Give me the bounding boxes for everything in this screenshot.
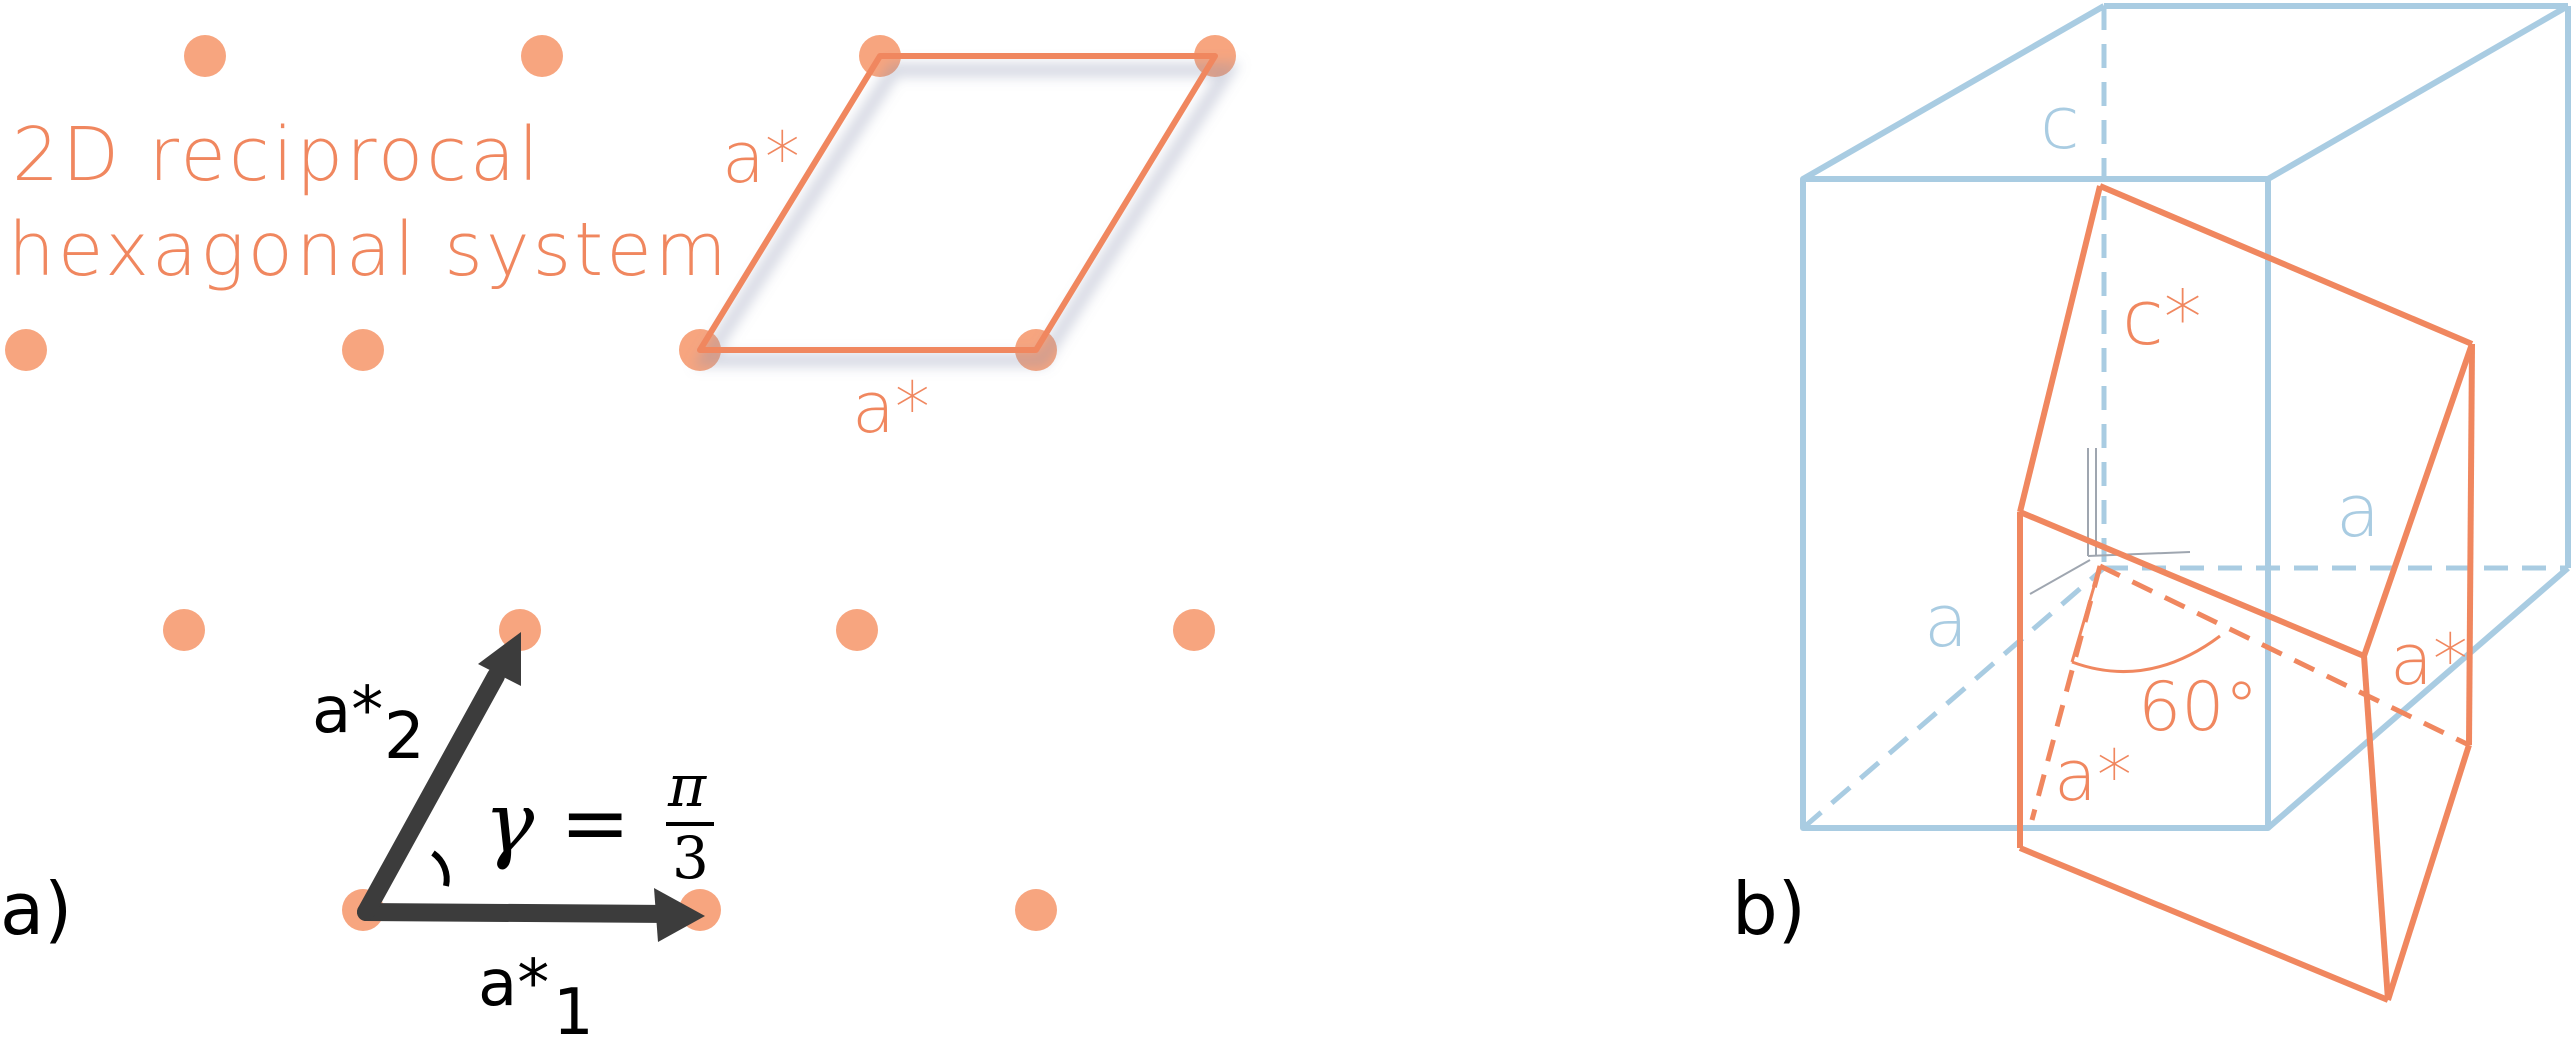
reciprocal-cell-edge [2361,655,2391,1001]
direct-cell-edge [1801,3,2106,182]
direct-c-label: c [2040,81,2080,165]
panel-a-label: a) [0,867,72,951]
equals-sign: = [560,774,630,872]
direct-cell-hidden-edges [1801,6,2568,830]
lattice-title-line2: hexagonal system [8,207,730,293]
angle-arc [431,850,450,887]
reciprocal-cell-edge [2018,509,2366,659]
cell-edge-label-bottom: a* [852,367,930,449]
gamma-symbol: γ [484,774,535,872]
hidden-edge [1801,566,2106,830]
lattice-point [184,35,226,77]
origin-tick [2087,551,2191,557]
unit-cell-outline [697,53,1218,353]
reciprocal-a-star-right: a* [2390,619,2468,701]
panel-a: 2D reciprocal hexagonal system a* a* a* … [0,35,1241,1050]
reciprocal-a-star-bottom: a* [2054,735,2132,817]
lattice-point [342,329,384,371]
cell-edge-label-left: a* [722,117,800,199]
angle-guide [2070,565,2102,663]
lattice-point [521,35,563,77]
direct-a-label-right: a [2336,469,2380,553]
reciprocal-cell-edge [2098,183,2474,347]
basis-vectors [357,632,705,942]
panel-b: c a a c* a* a* 60° b) [1732,3,2571,1003]
vector-a1-label: a* 1 [478,947,594,1050]
panel-b-label: b) [1732,867,1806,951]
reciprocal-cell-edge [2018,845,2390,1003]
lattice-point [499,609,541,651]
direct-cell [1800,3,2571,831]
lattice-point [5,329,47,371]
vector-a1-arrowhead [654,888,705,942]
vector-a2-label-text: a* [312,674,383,748]
reciprocal-cell-edge [2361,343,2475,657]
reciprocal-hidden-edge [2098,563,2471,748]
vector-a1-label-text: a* [478,947,549,1021]
vector-a2-label: a* 2 [312,674,425,774]
lattice-point [1015,889,1057,931]
lattice-point [163,609,205,651]
three-denominator: 3 [672,824,709,892]
vector-a2-subscript: 2 [384,700,425,774]
reciprocal-unit-cell [693,53,1241,367]
reciprocal-cell-edge [2017,185,2103,513]
origin-tick [2029,559,2091,595]
vector-a1-subscript: 1 [553,976,594,1050]
lattice-title-line1: 2D reciprocal [12,112,542,198]
vector-a2-arrowhead [478,632,521,686]
reciprocal-cell [2017,183,2475,1003]
lattice-point [836,609,878,651]
gamma-equation: γ = π 3 [484,752,714,892]
direct-cell-edge [2266,3,2570,182]
unit-cell-shadow [693,63,1241,367]
pi-numerator: π [667,752,707,820]
reciprocal-cell-edge [2385,744,2472,1001]
direct-a-label-left: a [1924,579,1968,663]
reciprocal-c-star-label: c* [2122,273,2202,362]
angle-60-label: 60° [2138,668,2259,747]
direct-cell-edge [2266,565,2570,831]
angle-arc-60 [2071,634,2221,673]
vector-a2-shaft [357,667,505,921]
vector-a1-shaft [357,903,679,923]
lattice-point [1173,609,1215,651]
reciprocal-cell-edge [2466,343,2475,746]
